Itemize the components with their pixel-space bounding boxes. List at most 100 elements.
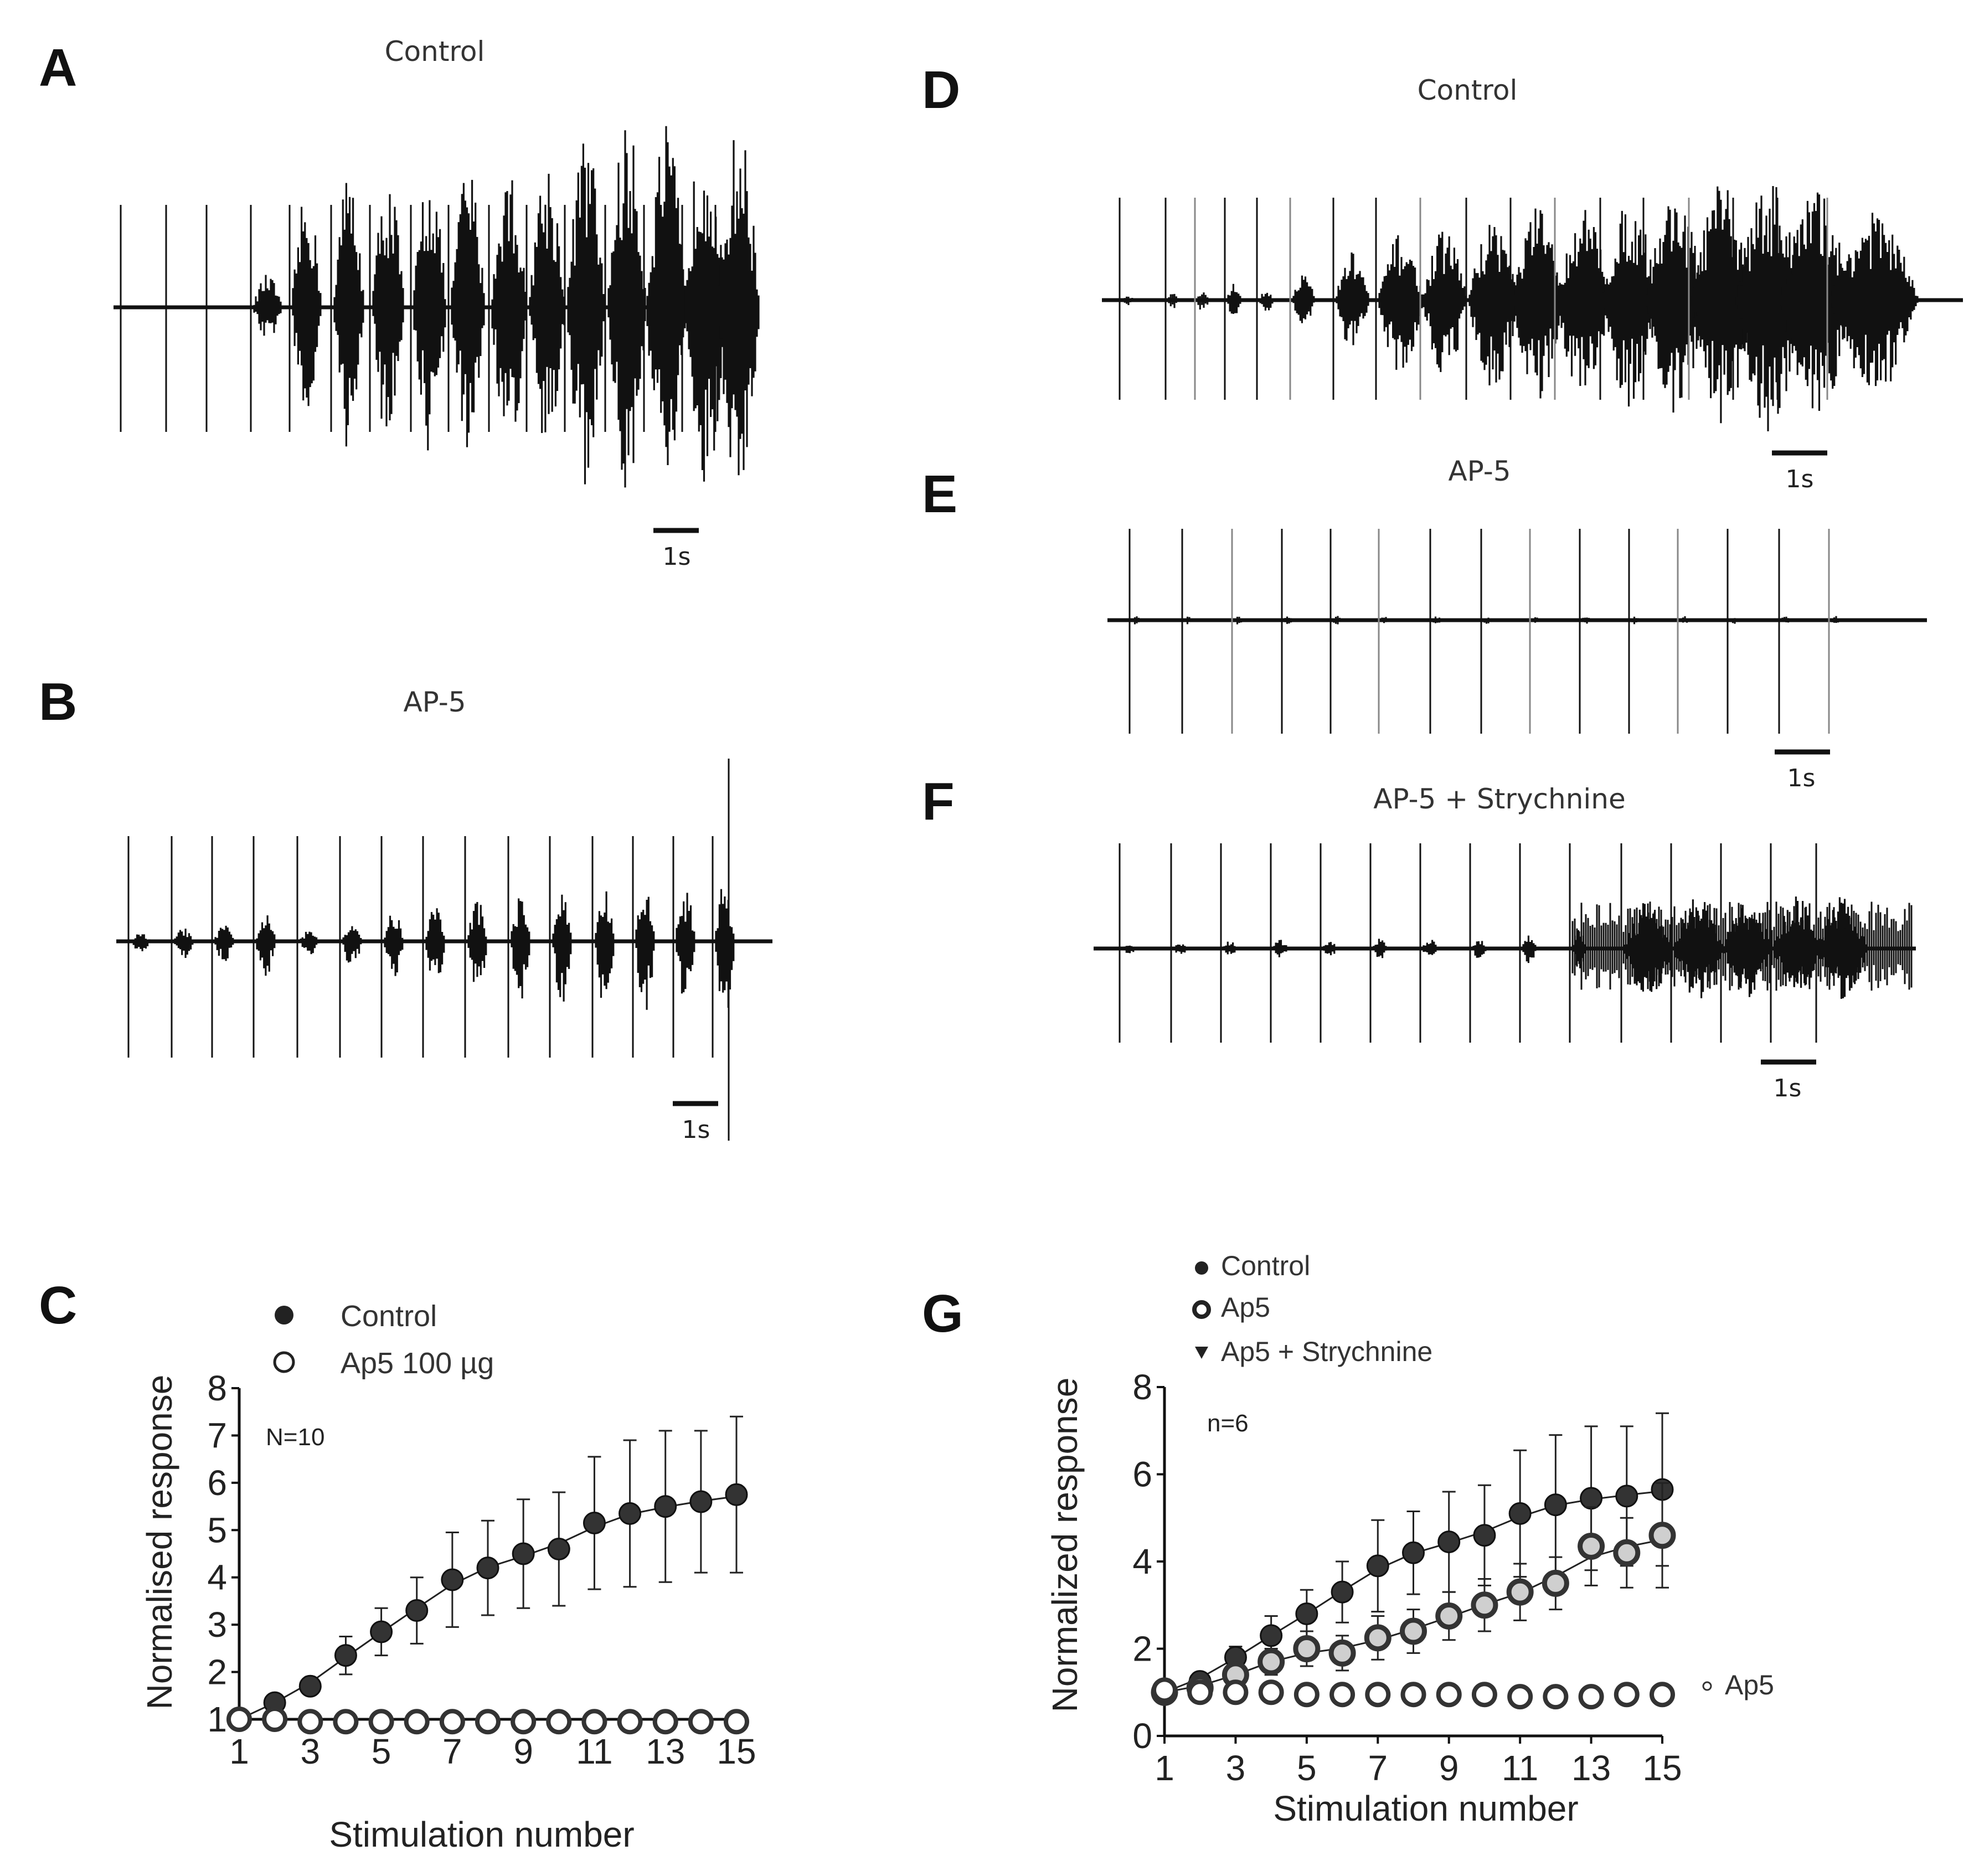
legend-label-ap5-strychnine-g: Ap5 + Strychnine xyxy=(1221,1336,1432,1367)
data-point-ap5-strychnine xyxy=(1506,1578,1534,1606)
scale-label-d: 1s xyxy=(1786,465,1814,493)
panel-letter-d: D xyxy=(922,60,960,120)
burst-response xyxy=(1423,940,1437,955)
burst-response xyxy=(1381,617,1389,623)
burst-response xyxy=(1513,208,1563,399)
data-point-ap5-100-g xyxy=(297,1709,323,1735)
burst-response xyxy=(607,130,646,488)
x-tick-label: 3 xyxy=(300,1731,320,1771)
legend-marker-ap5-c xyxy=(273,1351,295,1373)
data-point-ap5-strychnine xyxy=(1471,1591,1498,1619)
x-tick-label: 7 xyxy=(1368,1748,1388,1788)
y-tick-label: 3 xyxy=(207,1605,227,1645)
data-point-ap5 xyxy=(1223,1679,1249,1705)
panel-letter-a: A xyxy=(39,38,77,97)
data-point-control xyxy=(1580,1487,1603,1510)
data-point-control xyxy=(1331,1580,1354,1604)
data-point-ap5-100-g xyxy=(724,1709,749,1735)
burst-response xyxy=(635,896,655,1010)
burst-response xyxy=(1468,225,1519,385)
burst-response xyxy=(567,143,605,485)
data-point-control xyxy=(1260,1624,1283,1647)
trace-title-d: Control xyxy=(1418,74,1518,106)
y-tick-label: 2 xyxy=(1132,1629,1152,1669)
trace-a xyxy=(114,126,760,488)
burst-response xyxy=(256,915,276,976)
data-point-control xyxy=(441,1568,464,1591)
burst-response xyxy=(413,200,446,451)
data-point-ap5-strychnine xyxy=(1435,1602,1463,1630)
sustained-activity xyxy=(1571,901,1913,991)
data-point-control xyxy=(547,1537,570,1560)
burst-response xyxy=(1284,616,1292,624)
burst-response xyxy=(1373,939,1387,958)
data-point-ap5-100-g xyxy=(404,1709,430,1735)
x-tick-label: 5 xyxy=(1297,1748,1317,1788)
data-point-ap5 xyxy=(1507,1684,1533,1710)
x-tick-label: 7 xyxy=(442,1731,462,1771)
burst-response xyxy=(1323,942,1337,956)
data-point-ap5-strychnine xyxy=(1400,1617,1427,1645)
data-point-ap5-100-g xyxy=(439,1709,465,1735)
data-point-ap5 xyxy=(1187,1679,1213,1705)
y-axis-title-c: Normalised response xyxy=(140,1375,179,1710)
data-point-control xyxy=(334,1644,357,1667)
burst-response xyxy=(1122,945,1136,954)
burst-response xyxy=(1168,293,1179,308)
legend-marker-control-g xyxy=(1195,1261,1208,1275)
burst-response xyxy=(1197,292,1209,310)
y-tick-label: 4 xyxy=(1132,1542,1152,1581)
burst-response xyxy=(1631,616,1640,625)
burst-response xyxy=(1336,252,1369,346)
data-point-ap5 xyxy=(1152,1677,1177,1703)
x-tick-label: 13 xyxy=(646,1731,685,1771)
series-end-label-g: Ap5 xyxy=(1725,1669,1774,1700)
data-point-ap5 xyxy=(1258,1679,1284,1705)
y-tick-label: 6 xyxy=(207,1463,227,1503)
data-point-control xyxy=(370,1620,393,1643)
y-axis-title-g: Normalized response xyxy=(1045,1378,1085,1713)
burst-response xyxy=(1234,616,1243,625)
scale-label-e: 1s xyxy=(1787,764,1816,792)
burst-response xyxy=(253,275,282,336)
x-tick-label: 9 xyxy=(1439,1748,1459,1788)
data-point-control xyxy=(689,1490,713,1513)
y-tick-label: 0 xyxy=(1132,1716,1152,1756)
burst-response xyxy=(1333,616,1341,625)
burst-response xyxy=(1173,944,1188,954)
burst-response xyxy=(491,180,527,422)
data-point-control xyxy=(512,1542,535,1565)
burst-response xyxy=(1472,941,1487,958)
burst-response xyxy=(300,931,319,955)
data-point-control xyxy=(1508,1502,1532,1525)
burst-response xyxy=(595,891,615,998)
data-point-ap5 xyxy=(1650,1682,1675,1708)
scale-label-f: 1s xyxy=(1774,1074,1802,1102)
panel-letter-e: E xyxy=(922,465,957,524)
burst-response xyxy=(1184,616,1193,625)
legend-marker-ap5-strychnine-g xyxy=(1195,1347,1208,1359)
data-point-control xyxy=(476,1557,499,1580)
data-point-control xyxy=(1437,1530,1461,1554)
burst-response xyxy=(292,207,322,406)
burst-response xyxy=(1781,616,1790,623)
legend-c: Control Ap5 100 µg xyxy=(273,1300,494,1380)
data-point-ap5 xyxy=(1293,1682,1320,1708)
trace-f xyxy=(1094,843,1916,1043)
trace-b xyxy=(116,759,772,1141)
x-tick-label: 3 xyxy=(1226,1748,1246,1788)
legend-g: Control Ap5 Ap5 + Strychnine xyxy=(1192,1250,1432,1367)
y-tick-label: 4 xyxy=(207,1558,227,1597)
legend-label-ap5-g: Ap5 xyxy=(1221,1292,1270,1323)
scale-label-b: 1s xyxy=(682,1116,710,1144)
burst-response xyxy=(646,126,686,465)
data-point-ap5 xyxy=(1471,1682,1497,1708)
burst-response xyxy=(1432,616,1441,623)
burst-response xyxy=(1259,292,1274,311)
data-point-ap5 xyxy=(1578,1684,1604,1710)
burst-response xyxy=(511,898,530,999)
trace-title-e: AP-5 xyxy=(1448,455,1511,487)
data-point-ap5 xyxy=(1329,1682,1356,1708)
burst-response xyxy=(1829,213,1919,386)
